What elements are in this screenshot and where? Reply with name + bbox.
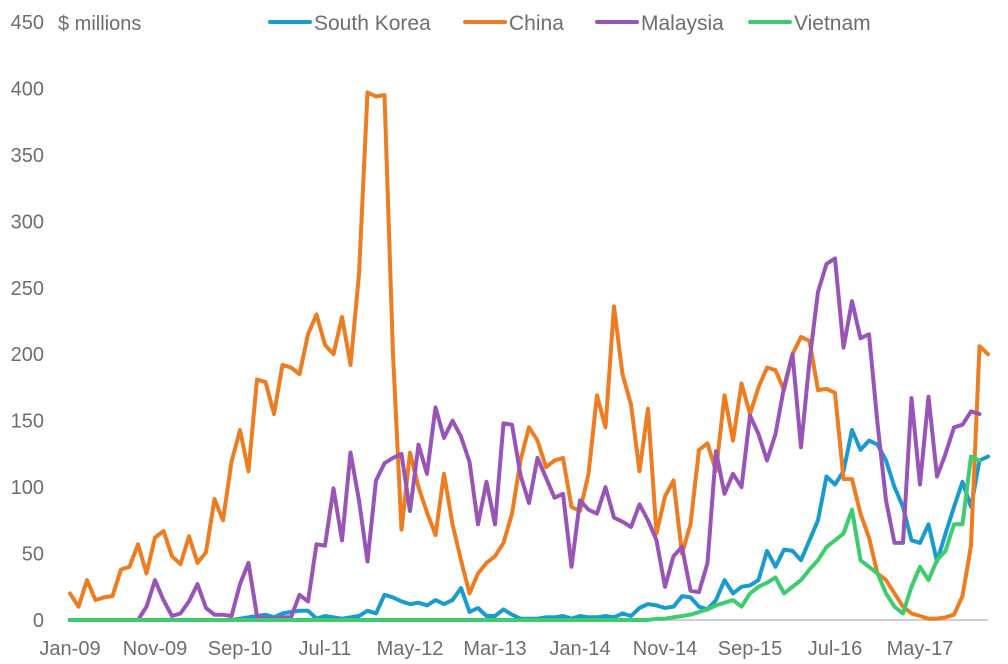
y-axis-unit-label: $ millions: [58, 13, 141, 35]
legend-item-china: China: [463, 12, 564, 35]
x-tick-label: Mar-13: [463, 638, 526, 660]
y-tick-label: 250: [11, 278, 44, 300]
legend-label: China: [509, 12, 564, 35]
y-tick-label: 200: [11, 344, 44, 366]
x-tick-labels: Jan-09 Nov-09 Sep-10 Jul-11 May-12 Mar-13 Jan-…: [39, 638, 953, 660]
y-tick-label: 100: [11, 477, 44, 499]
legend: South Korea China Malaysia Vietnam: [268, 12, 871, 35]
x-tick-label: Jan-14: [549, 638, 610, 660]
x-tick-label: Jul-11: [299, 638, 352, 660]
legend-item-malaysia: Malaysia: [595, 12, 724, 35]
series-line-vietnam: [68, 454, 982, 622]
x-tick-label: May-12: [377, 638, 444, 660]
series-lines: [68, 90, 990, 622]
y-tick-labels: 0 50 100 150 200 250 300 350 400 450: [11, 12, 44, 632]
series-line-south-korea: [68, 428, 990, 622]
x-tick-label: Jan-09: [39, 638, 100, 660]
legend-label: South Korea: [314, 12, 431, 35]
y-axis: 0 50 100 150 200 250 300 350 400 450 $ millions: [11, 12, 142, 632]
legend-label: Vietnam: [794, 12, 871, 35]
y-tick-label: 450: [11, 12, 44, 34]
x-tick-label: Sep-15: [718, 638, 783, 660]
series-line-malaysia: [68, 256, 982, 622]
y-tick-label: 0: [33, 610, 44, 632]
legend-item-vietnam: Vietnam: [748, 12, 871, 35]
x-tick-label: Jul-16: [808, 638, 862, 660]
y-tick-label: 50: [22, 544, 44, 566]
series-line-china: [68, 90, 990, 621]
x-tick-label: Sep-10: [208, 638, 273, 660]
legend-item-south-korea: South Korea: [268, 12, 431, 35]
y-tick-label: 400: [11, 78, 44, 100]
x-tick-label: Nov-14: [633, 638, 697, 660]
y-tick-label: 350: [11, 145, 44, 167]
x-tick-label: Nov-09: [123, 638, 187, 660]
y-tick-label: 300: [11, 211, 44, 233]
y-tick-label: 150: [11, 411, 44, 433]
legend-label: Malaysia: [641, 12, 724, 35]
x-tick-label: May-17: [887, 638, 954, 660]
